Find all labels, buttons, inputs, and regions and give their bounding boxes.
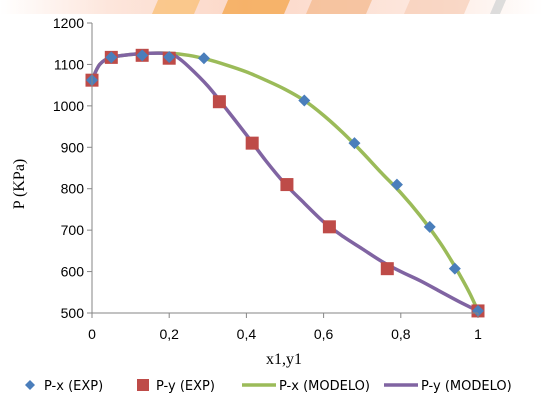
x-tick-label: 0,2 (159, 326, 179, 342)
axes: 500 600 700 800 900 1000 1100 1200 0 0,2 0,4 0,6 0,8… (53, 15, 482, 342)
data-point-diamond (390, 178, 403, 191)
x-tick-label: 0,4 (237, 326, 257, 342)
legend-item-px-modelo: P-x (MODELO) (242, 379, 370, 394)
x-tick-label: 1 (474, 326, 482, 342)
legend-swatch-diamond (25, 380, 35, 390)
x-tick-label: 0 (88, 326, 96, 342)
data-point-diamond (136, 49, 149, 62)
y-tick-label: 500 (61, 305, 85, 321)
data-point-square (212, 95, 226, 109)
legend-item-py-exp: P-y (EXP) (137, 379, 215, 394)
x-tick-label: 0,8 (391, 326, 411, 342)
banner-graphic (0, 0, 543, 14)
data-point-diamond (163, 50, 176, 63)
legend-label: P-y (EXP) (156, 379, 215, 394)
y-tick-label: 1100 (54, 56, 84, 72)
y-tick-label: 600 (61, 264, 85, 280)
x-axis-title: x1,y1 (266, 351, 302, 368)
y-axis-title: P (KPa) (11, 159, 28, 210)
legend: P-x (EXP) P-y (EXP) P-x (MODELO) P-y (MO… (25, 379, 512, 394)
data-point-square (245, 136, 259, 150)
y-tick-label: 1000 (53, 98, 84, 114)
data-point-diamond (105, 51, 118, 64)
y-tick-label: 1200 (53, 15, 84, 31)
legend-label: P-x (EXP) (44, 379, 103, 394)
legend-item-px-exp: P-x (EXP) (25, 379, 103, 394)
y-tick-label: 900 (61, 139, 85, 155)
top-banner-strip (0, 0, 543, 14)
legend-swatch-square (137, 379, 149, 391)
data-point-diamond (448, 262, 461, 275)
data-point-diamond (423, 220, 436, 233)
data-point-square (380, 262, 394, 276)
data-point-diamond (348, 137, 361, 150)
data-point-square (280, 178, 294, 192)
y-tick-label: 700 (61, 222, 85, 238)
data-point-square (322, 220, 336, 234)
x-tick-label: 0,6 (314, 326, 334, 342)
legend-item-py-modelo: P-y (MODELO) (384, 379, 512, 394)
y-tick-label: 800 (61, 181, 85, 197)
data-point-diamond (472, 304, 484, 317)
data-point-diamond (298, 94, 311, 107)
data-point-diamond (197, 52, 210, 65)
plot-area (85, 48, 485, 318)
legend-label: P-x (MODELO) (279, 379, 370, 394)
legend-label: P-y (MODELO) (421, 379, 512, 394)
